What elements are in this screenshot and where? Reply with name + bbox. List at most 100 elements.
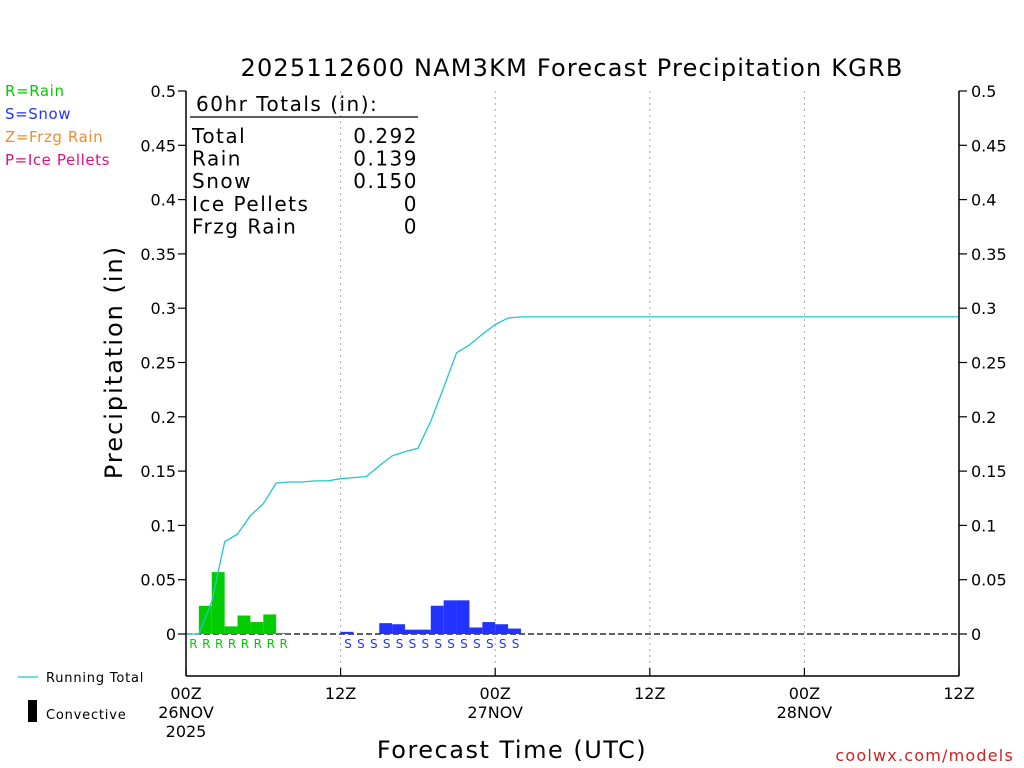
- precip-type-marker: S: [512, 637, 520, 651]
- precip-type-marker: S: [460, 637, 468, 651]
- y-tick-label: 0.4: [151, 191, 176, 210]
- y-tick-label-right: 0: [971, 625, 981, 644]
- convective-legend-label: Convective: [46, 708, 127, 723]
- y-tick-label: 0.5: [151, 82, 176, 101]
- precip-type-marker: R: [279, 637, 287, 651]
- x-axis-label: Forecast Time (UTC): [377, 736, 647, 764]
- precip-bar: [508, 628, 521, 634]
- y-tick-label-right: 0.35: [971, 245, 1007, 264]
- y-tick-label-right: 0.2: [971, 408, 996, 427]
- precip-bar: [250, 622, 264, 634]
- y-tick-label: 0.05: [140, 571, 176, 590]
- y-tick-label: 0.3: [151, 299, 176, 318]
- totals-row-value: 0: [404, 214, 418, 238]
- y-tick-label-right: 0.3: [971, 299, 996, 318]
- y-tick-label: 0.15: [140, 462, 176, 481]
- x-tick-label: 12Z: [634, 684, 665, 703]
- precip-type-legend-item: S=Snow: [5, 105, 71, 123]
- precip-type-marker: S: [473, 637, 481, 651]
- precip-type-marker: S: [357, 637, 365, 651]
- y-tick-label-right: 0.05: [971, 571, 1007, 590]
- y-tick-label: 0.35: [140, 245, 176, 264]
- totals-row-label: Ice Pellets: [192, 192, 309, 216]
- y-tick-label-right: 0.45: [971, 136, 1007, 155]
- precip-type-marker: S: [409, 637, 417, 651]
- totals-row-value: 0: [404, 192, 418, 216]
- precip-bar: [379, 623, 393, 634]
- running-total-legend-label: Running Total: [46, 671, 144, 686]
- x-tick-label: 00Z: [170, 684, 201, 703]
- y-tick-label: 0.45: [140, 136, 176, 155]
- credit-text: coolwx.com/models: [835, 746, 1014, 765]
- precip-type-marker: R: [189, 637, 197, 651]
- precip-type-marker: R: [267, 637, 275, 651]
- y-tick-label: 0.2: [151, 408, 176, 427]
- precip-type-marker: R: [202, 637, 210, 651]
- x-tick-label: 27NOV: [467, 703, 523, 722]
- x-tick-label: 12Z: [325, 684, 356, 703]
- precip-bar: [443, 600, 457, 634]
- precip-bar: [224, 626, 238, 634]
- y-tick-label-right: 0.5: [971, 82, 996, 101]
- y-tick-label-right: 0.1: [971, 516, 996, 535]
- y-tick-label-right: 0.25: [971, 354, 1007, 373]
- x-tick-label: 26NOV: [158, 703, 214, 722]
- y-tick-label-right: 0.15: [971, 462, 1007, 481]
- precip-type-marker: R: [215, 637, 223, 651]
- x-tick-label: 28NOV: [777, 703, 833, 722]
- precip-type-marker: R: [228, 637, 236, 651]
- totals-row-value: 0.150: [353, 169, 418, 193]
- precip-type-marker: R: [241, 637, 249, 651]
- precip-bar: [237, 615, 251, 634]
- precip-type-marker: S: [422, 637, 430, 651]
- precip-type-marker: S: [486, 637, 494, 651]
- precip-type-legend: R=Rain S=Snow Z=Frzg Rain P=Ice Pellets: [5, 82, 110, 169]
- totals-row-value: 0.139: [353, 147, 418, 171]
- convective-swatch: [28, 700, 37, 722]
- precip-type-marker: S: [344, 637, 352, 651]
- totals-heading: 60hr Totals (in):: [196, 92, 378, 116]
- totals-row-value: 0.292: [353, 124, 418, 148]
- precip-type-marker: S: [370, 637, 378, 651]
- precip-bar: [392, 624, 406, 634]
- precip-type-marker: S: [499, 637, 507, 651]
- plot-area: R R R R R R R R S S S S S S S S S S S S S S0 00.05 0.050.1 0.10.…: [140, 82, 1006, 741]
- y-tick-label: 0.25: [140, 354, 176, 373]
- precip-bar: [263, 614, 277, 634]
- precip-bar: [469, 627, 483, 634]
- x-tick-label: 12Z: [943, 684, 974, 703]
- running-total-line: [186, 316, 959, 635]
- precip-bar: [340, 631, 354, 634]
- precip-bar: [456, 600, 470, 634]
- chart-title: 2025112600 NAM3KM Forecast Precipitation…: [240, 54, 903, 82]
- precip-type-legend-item: P=Ice Pellets: [5, 151, 110, 169]
- y-tick-label: 0.1: [151, 516, 176, 535]
- precip-bar: [430, 605, 444, 634]
- y-axis-label: Precipitation (in): [100, 245, 128, 479]
- precip-type-marker: S: [447, 637, 455, 651]
- y-tick-label-right: 0.4: [971, 191, 996, 210]
- precip-bar: [417, 629, 431, 634]
- precip-bar: [211, 572, 225, 634]
- precip-type-marker: S: [383, 637, 391, 651]
- x-tick-label: 2025: [166, 722, 207, 741]
- totals-row-label: Frzg Rain: [192, 214, 297, 238]
- totals-row-label: Snow: [192, 169, 252, 193]
- precip-bar: [482, 622, 496, 634]
- precip-bar: [405, 629, 418, 634]
- precip-type-legend-item: R=Rain: [5, 82, 65, 100]
- precip-bar: [495, 624, 509, 634]
- x-tick-label: 00Z: [480, 684, 511, 703]
- totals-row-label: Total: [191, 124, 246, 148]
- totals-row-label: Rain: [192, 147, 242, 171]
- x-tick-label: 00Z: [789, 684, 820, 703]
- precip-type-marker: R: [254, 637, 262, 651]
- precip-type-legend-item: Z=Frzg Rain: [5, 128, 103, 146]
- precip-type-marker: S: [434, 637, 442, 651]
- series-legend: Running Total Convective: [18, 671, 144, 723]
- y-tick-label: 0: [166, 625, 176, 644]
- precip-bar: [276, 632, 290, 634]
- precip-type-marker: S: [396, 637, 404, 651]
- totals-box: 60hr Totals (in): Total 0.292 Rain 0.139 Snow…: [190, 92, 418, 238]
